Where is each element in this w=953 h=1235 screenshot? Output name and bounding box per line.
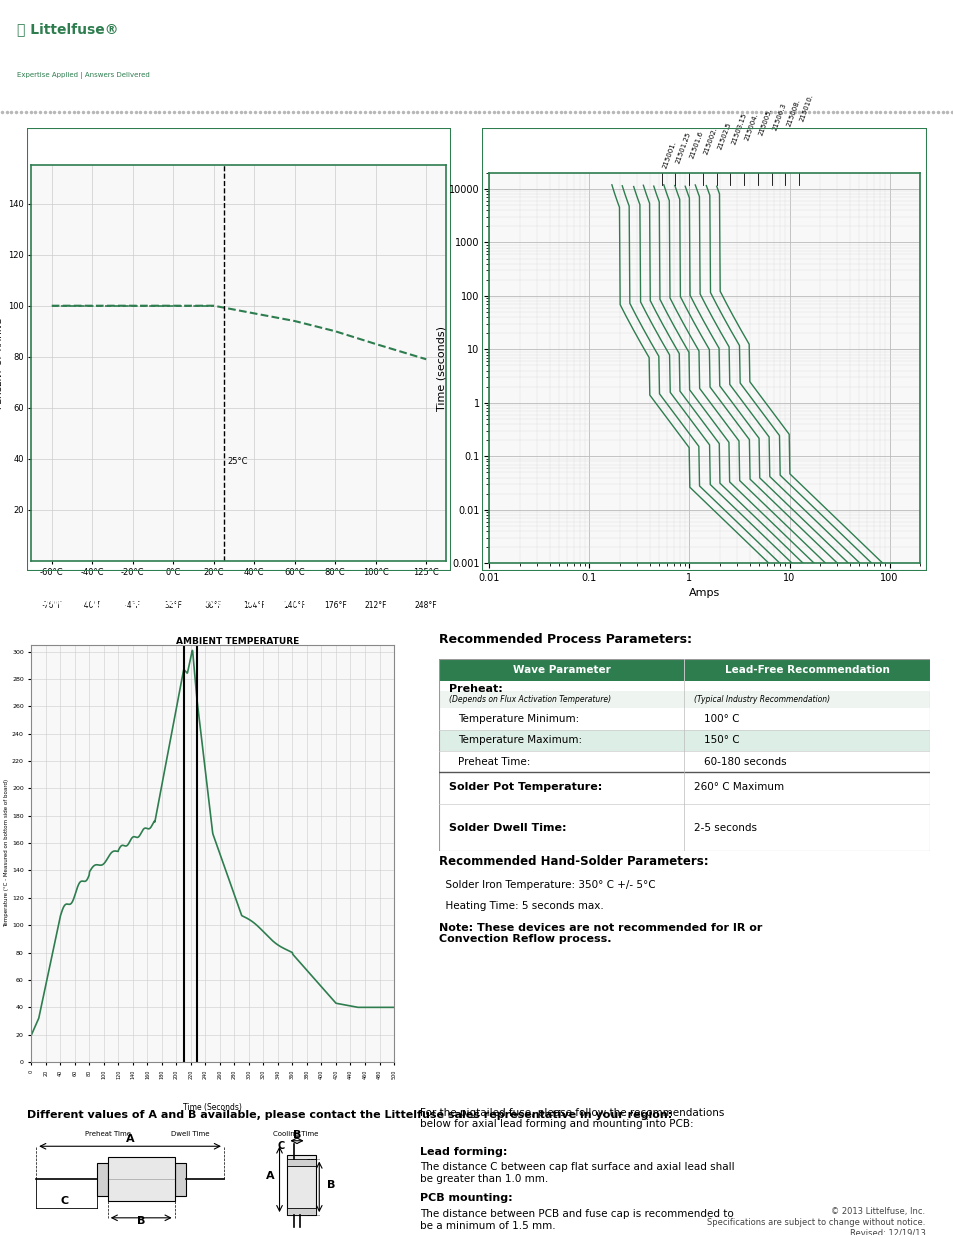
Text: 215010.: 215010.	[799, 93, 814, 122]
Text: 104°F: 104°F	[242, 601, 265, 610]
Text: -4°F: -4°F	[125, 601, 140, 610]
Text: Lead forming:: Lead forming:	[419, 1146, 507, 1156]
Text: C: C	[61, 1195, 69, 1207]
Y-axis label: Time (seconds): Time (seconds)	[436, 326, 446, 410]
Text: Axial Lead & Cartridge Fuses: Axial Lead & Cartridge Fuses	[200, 25, 539, 44]
Text: 2-5 seconds: 2-5 seconds	[694, 823, 757, 832]
Text: For the pigtailed fuse, please follow the recommendations
below for axial lead f: For the pigtailed fuse, please follow th…	[419, 1108, 723, 1129]
Bar	[438, 772, 929, 804]
Text: 215004.: 215004.	[743, 111, 759, 141]
Text: 260° C Maximum: 260° C Maximum	[694, 782, 783, 792]
Text: -76°F: -76°F	[41, 601, 62, 610]
Text: The distance C between cap flat surface and axial lead shall
be greater than 1.0: The distance C between cap flat surface …	[419, 1162, 734, 1184]
Text: C: C	[277, 1141, 284, 1151]
Text: Solder Iron Temperature: 350° C +/- 5°C: Solder Iron Temperature: 350° C +/- 5°C	[438, 881, 655, 890]
Bar	[108, 1157, 174, 1202]
Bar	[438, 709, 929, 730]
Text: 150° C: 150° C	[703, 735, 739, 745]
Text: 176°F: 176°F	[323, 601, 346, 610]
Text: Average Time Current Curves: Average Time Current Curves	[488, 142, 695, 154]
Bar	[438, 751, 929, 772]
Text: Different values of A and B available, please contact the Littelfuse sales repre: Different values of A and B available, p…	[27, 1110, 671, 1120]
Text: Note: These devices are not recommended for IR or
Convection Reflow process.: Note: These devices are not recommended …	[438, 923, 761, 944]
Text: 248°F: 248°F	[415, 601, 437, 610]
Text: Recommended Hand-Solder Parameters:: Recommended Hand-Solder Parameters:	[438, 855, 708, 868]
Text: B: B	[137, 1216, 145, 1226]
Text: 21506.3: 21506.3	[771, 103, 786, 132]
Text: 21501.25: 21501.25	[675, 131, 692, 164]
Text: Temperature Rerating Curve: Temperature Rerating Curve	[33, 142, 233, 154]
Text: Heating Time: 5 seconds max.: Heating Time: 5 seconds max.	[438, 900, 603, 911]
Text: Temperature Minimum:: Temperature Minimum:	[458, 714, 579, 724]
Text: Dwell Time: Dwell Time	[171, 1130, 210, 1136]
Text: Preheat:: Preheat:	[448, 684, 502, 694]
Text: 60-180 seconds: 60-180 seconds	[703, 757, 786, 767]
Text: Preheat Time: Preheat Time	[85, 1130, 131, 1136]
Text: Preheat Time:: Preheat Time:	[458, 757, 530, 767]
Text: © 2013 Littelfuse, Inc.
Specifications are subject to change without notice.
Rev: © 2013 Littelfuse, Inc. Specifications a…	[706, 1208, 924, 1235]
Text: The distance between PCB and fuse cap is recommended to
be a minimum of 1.5 mm.: The distance between PCB and fuse cap is…	[419, 1209, 733, 1231]
Y-axis label: Temperature (°C - Measured on bottom side of board): Temperature (°C - Measured on bottom sid…	[4, 779, 10, 927]
Text: Recommended Process Parameters:: Recommended Process Parameters:	[438, 632, 691, 646]
Text: 68°F: 68°F	[205, 601, 222, 610]
Bar	[438, 659, 929, 680]
Text: -40°F: -40°F	[82, 601, 103, 610]
Text: 215005.: 215005.	[757, 107, 773, 136]
Text: 21502.5: 21502.5	[716, 121, 731, 151]
Text: Lead-Free Recommendation: Lead-Free Recommendation	[724, 666, 889, 676]
Bar	[438, 730, 929, 751]
Text: AMBIENT TEMPERATURE: AMBIENT TEMPERATURE	[176, 637, 299, 646]
Bar	[287, 1208, 315, 1215]
Text: 215002.: 215002.	[702, 126, 718, 154]
Bar	[11, 9, 178, 93]
X-axis label: Amps: Amps	[688, 588, 720, 599]
Text: 21503.15: 21503.15	[730, 112, 746, 146]
Text: 215008.: 215008.	[784, 98, 801, 127]
Text: 25°C: 25°C	[228, 457, 248, 466]
Text: 32°F: 32°F	[164, 601, 182, 610]
Text: A: A	[266, 1171, 274, 1182]
Text: 215001.: 215001.	[660, 140, 677, 169]
Text: B: B	[327, 1179, 335, 1189]
Bar	[96, 1163, 108, 1195]
Text: (Depends on Flux Activation Temperature): (Depends on Flux Activation Temperature)	[448, 695, 610, 704]
Text: 140°F: 140°F	[283, 601, 306, 610]
Text: 212°F: 212°F	[364, 601, 387, 610]
Text: Expertise Applied | Answers Delivered: Expertise Applied | Answers Delivered	[17, 72, 150, 79]
Y-axis label: PERCENT OF RATING: PERCENT OF RATING	[0, 317, 4, 409]
Text: Soldering Parameters - Wave Soldering: Soldering Parameters - Wave Soldering	[35, 597, 312, 609]
Text: A: A	[126, 1134, 134, 1144]
Bar	[287, 1158, 315, 1166]
Text: 5×20 mm > Time-Lag (Slo-Blo®) > 215SP Series: 5×20 mm > Time-Lag (Slo-Blo®) > 215SP Se…	[200, 61, 509, 73]
Text: Solder Pot Temperature:: Solder Pot Temperature:	[448, 782, 601, 792]
Bar	[438, 692, 929, 709]
Text: 100° C: 100° C	[703, 714, 739, 724]
Text: B: B	[293, 1130, 301, 1140]
Bar	[174, 1163, 186, 1195]
Text: PCB mounting:: PCB mounting:	[419, 1193, 512, 1203]
Text: 21501.6: 21501.6	[688, 131, 704, 159]
Text: Solder Dwell Time:: Solder Dwell Time:	[448, 823, 565, 832]
Text: (Typical Industry Recommendation): (Typical Industry Recommendation)	[694, 695, 829, 704]
Text: Cooling Time: Cooling Time	[273, 1130, 317, 1136]
Text: Wave Parameter: Wave Parameter	[513, 666, 610, 676]
Text: ⨧ Littelfuse®: ⨧ Littelfuse®	[17, 22, 118, 36]
Text: Temperature Maximum:: Temperature Maximum:	[458, 735, 582, 745]
Bar	[287, 1155, 315, 1215]
Bar	[438, 804, 929, 851]
Text: Time (Seconds): Time (Seconds)	[183, 1103, 242, 1113]
